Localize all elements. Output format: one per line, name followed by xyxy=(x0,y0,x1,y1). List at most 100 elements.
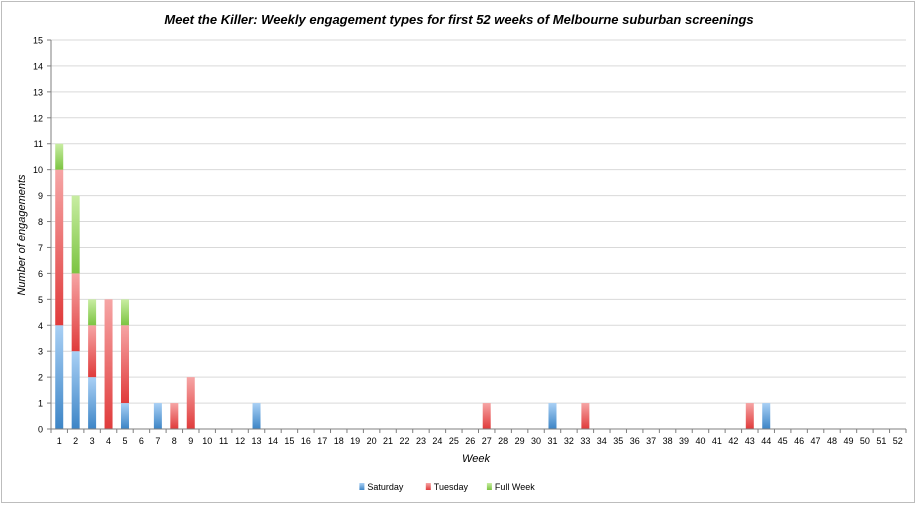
x-tick-label: 46 xyxy=(794,436,804,446)
x-tick-label: 23 xyxy=(416,436,426,446)
y-tick-label: 14 xyxy=(33,61,43,71)
y-tick-label: 3 xyxy=(38,347,43,357)
x-tick-label: 45 xyxy=(778,436,788,446)
bar-full-week-week-3 xyxy=(88,299,97,326)
legend-label: Saturday xyxy=(367,482,404,492)
x-tick-label: 43 xyxy=(745,436,755,446)
x-tick-label: 21 xyxy=(383,436,393,446)
bar-full-week-week-1 xyxy=(55,143,64,170)
bar-saturday-week-44 xyxy=(762,403,771,429)
bar-tuesday-week-9 xyxy=(186,377,195,429)
chart-title: Meet the Killer: Weekly engagement types… xyxy=(164,12,754,27)
y-tick-label: 0 xyxy=(38,425,43,435)
y-tick-label: 12 xyxy=(33,113,43,123)
x-tick-label: 39 xyxy=(679,436,689,446)
legend: Saturday Tuesday Full Week xyxy=(359,482,535,492)
x-tick-label: 35 xyxy=(613,436,623,446)
x-tick-label: 37 xyxy=(646,436,656,446)
y-tick-label: 5 xyxy=(38,295,43,305)
x-tick-label: 18 xyxy=(334,436,344,446)
y-tick-label: 2 xyxy=(38,373,43,383)
bar-saturday-week-3 xyxy=(88,377,97,429)
grid-lines xyxy=(51,39,906,430)
x-tick-label: 12 xyxy=(235,436,245,446)
y-tick-label: 13 xyxy=(33,87,43,97)
x-tick-label: 34 xyxy=(597,436,607,446)
bar-saturday-week-2 xyxy=(71,351,80,429)
x-tick-label: 8 xyxy=(172,436,177,446)
x-tick-label: 1 xyxy=(57,436,62,446)
x-tick-label: 25 xyxy=(449,436,459,446)
x-axis-label: Week xyxy=(462,453,490,465)
x-tick-label: 52 xyxy=(893,436,903,446)
x-tick-label: 2 xyxy=(73,436,78,446)
x-tick-label: 28 xyxy=(498,436,508,446)
y-tick-label: 10 xyxy=(33,165,43,175)
x-tick-label: 44 xyxy=(761,436,771,446)
y-tick-label: 11 xyxy=(34,139,43,149)
bar-full-week-week-2 xyxy=(71,195,80,274)
x-tick-label: 22 xyxy=(400,436,410,446)
bar-saturday-week-13 xyxy=(252,403,261,429)
x-tick-label: 38 xyxy=(663,436,673,446)
legend-label: Full Week xyxy=(495,482,535,492)
x-tick-label: 7 xyxy=(155,436,160,446)
x-tick-label: 19 xyxy=(350,436,360,446)
y-tick-label: 1 xyxy=(38,399,43,409)
x-tick-label: 13 xyxy=(252,436,262,446)
y-tick-label: 7 xyxy=(38,243,43,253)
x-tick-label: 49 xyxy=(843,436,853,446)
x-tick-label: 32 xyxy=(564,436,574,446)
x-tick-label: 30 xyxy=(531,436,541,446)
x-tick-label: 26 xyxy=(465,436,475,446)
bar-tuesday-week-4 xyxy=(104,299,113,429)
x-tick-label: 40 xyxy=(695,436,705,446)
y-tick-label: 8 xyxy=(38,217,43,227)
x-tick-label: 9 xyxy=(188,436,193,446)
y-tick-label: 4 xyxy=(38,321,43,331)
x-tick-label: 14 xyxy=(268,436,278,446)
x-tick-label: 41 xyxy=(712,436,722,446)
bar-saturday-week-5 xyxy=(120,403,129,429)
x-tick-label: 20 xyxy=(367,436,377,446)
x-tick-label: 47 xyxy=(811,436,821,446)
x-tick-label: 48 xyxy=(827,436,837,446)
x-tick-label: 17 xyxy=(317,436,327,446)
y-tick-label: 9 xyxy=(38,191,43,201)
legend-swatch xyxy=(486,483,492,490)
legend-label: Tuesday xyxy=(434,482,469,492)
x-tick-label: 29 xyxy=(515,436,525,446)
legend-swatch xyxy=(425,483,431,490)
bar-tuesday-week-1 xyxy=(55,169,64,326)
y-tick-label: 6 xyxy=(38,269,43,279)
bar-tuesday-week-3 xyxy=(88,325,97,378)
x-tick-label: 10 xyxy=(202,436,212,446)
bar-saturday-week-7 xyxy=(153,403,162,429)
x-tick-label: 36 xyxy=(630,436,640,446)
x-tick-label: 51 xyxy=(876,436,886,446)
bar-saturday-week-31 xyxy=(548,403,557,429)
bar-tuesday-week-33 xyxy=(581,403,590,429)
bar-full-week-week-5 xyxy=(120,299,129,326)
x-tick-label: 5 xyxy=(122,436,127,446)
bar-tuesday-week-8 xyxy=(170,403,179,429)
bar-tuesday-week-2 xyxy=(71,273,80,352)
x-tick-label: 27 xyxy=(482,436,492,446)
x-tick-label: 6 xyxy=(139,436,144,446)
bar-saturday-week-1 xyxy=(55,325,64,429)
x-tick-label: 42 xyxy=(728,436,738,446)
bar-tuesday-week-43 xyxy=(745,403,754,429)
bar-tuesday-week-27 xyxy=(482,403,491,429)
x-tick-label: 3 xyxy=(90,436,95,446)
legend-swatch xyxy=(359,483,365,490)
x-tick-label: 24 xyxy=(432,436,442,446)
x-tick-label: 16 xyxy=(301,436,311,446)
x-tick-label: 15 xyxy=(284,436,294,446)
x-tick-label: 4 xyxy=(106,436,111,446)
bar-tuesday-week-5 xyxy=(120,325,129,404)
y-axis-label: Number of engagements xyxy=(16,174,28,296)
y-tick-label: 15 xyxy=(33,36,43,46)
x-tick-label: 31 xyxy=(547,436,557,446)
